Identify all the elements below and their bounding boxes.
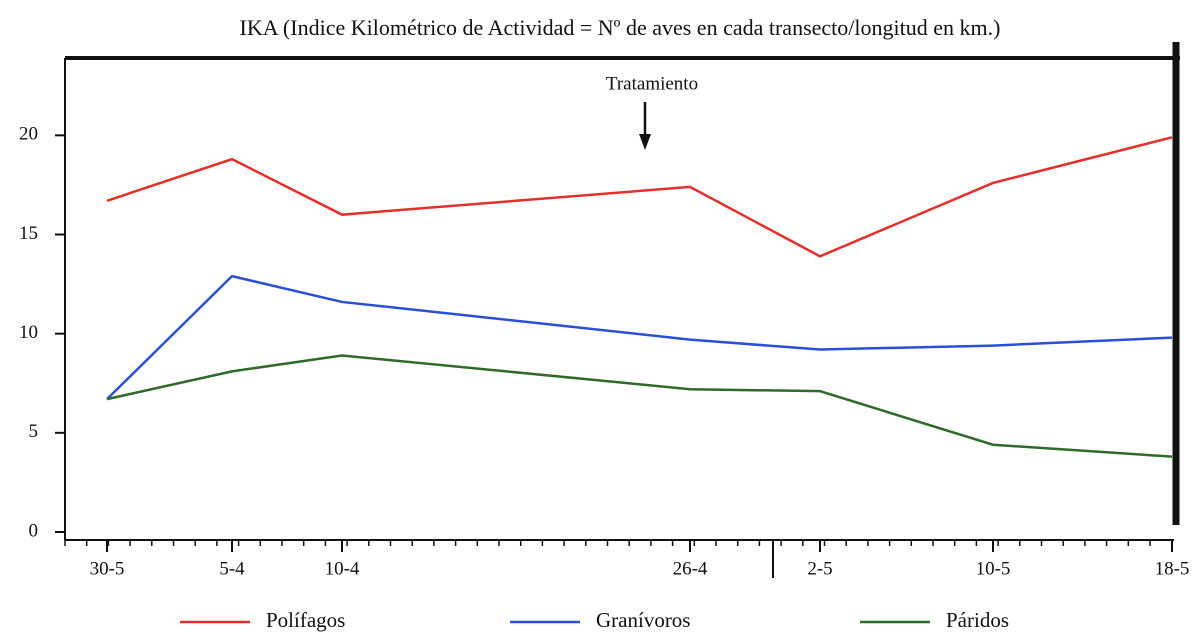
y-tick-label: 0: [29, 520, 39, 541]
x-tick-label: 10-4: [325, 558, 360, 579]
series-line: [106, 136, 1173, 258]
x-tick-label: 10-5: [976, 558, 1011, 579]
legend-label: Polífagos: [266, 608, 345, 632]
series-line: [106, 274, 1173, 401]
arrow-head: [639, 134, 651, 150]
y-tick-label: 5: [29, 421, 39, 442]
legend-label: Páridos: [946, 608, 1009, 632]
y-tick-label: 10: [19, 322, 38, 343]
x-tick-label: 5-4: [219, 558, 245, 579]
x-tick-label: 2-5: [807, 558, 832, 579]
y-tick-label: 15: [19, 223, 38, 244]
y-tick-label: 20: [19, 124, 38, 145]
x-tick-label: 26-4: [673, 558, 708, 579]
x-tick-label: 30-5: [90, 558, 125, 579]
annotation: Tratamiento: [606, 73, 698, 94]
series-line: [106, 354, 1173, 458]
chart-title: IKA (Indice Kilométrico de Actividad = N…: [240, 15, 1001, 40]
x-tick-label: 18-5: [1155, 558, 1190, 579]
legend-label: Granívoros: [596, 608, 690, 632]
